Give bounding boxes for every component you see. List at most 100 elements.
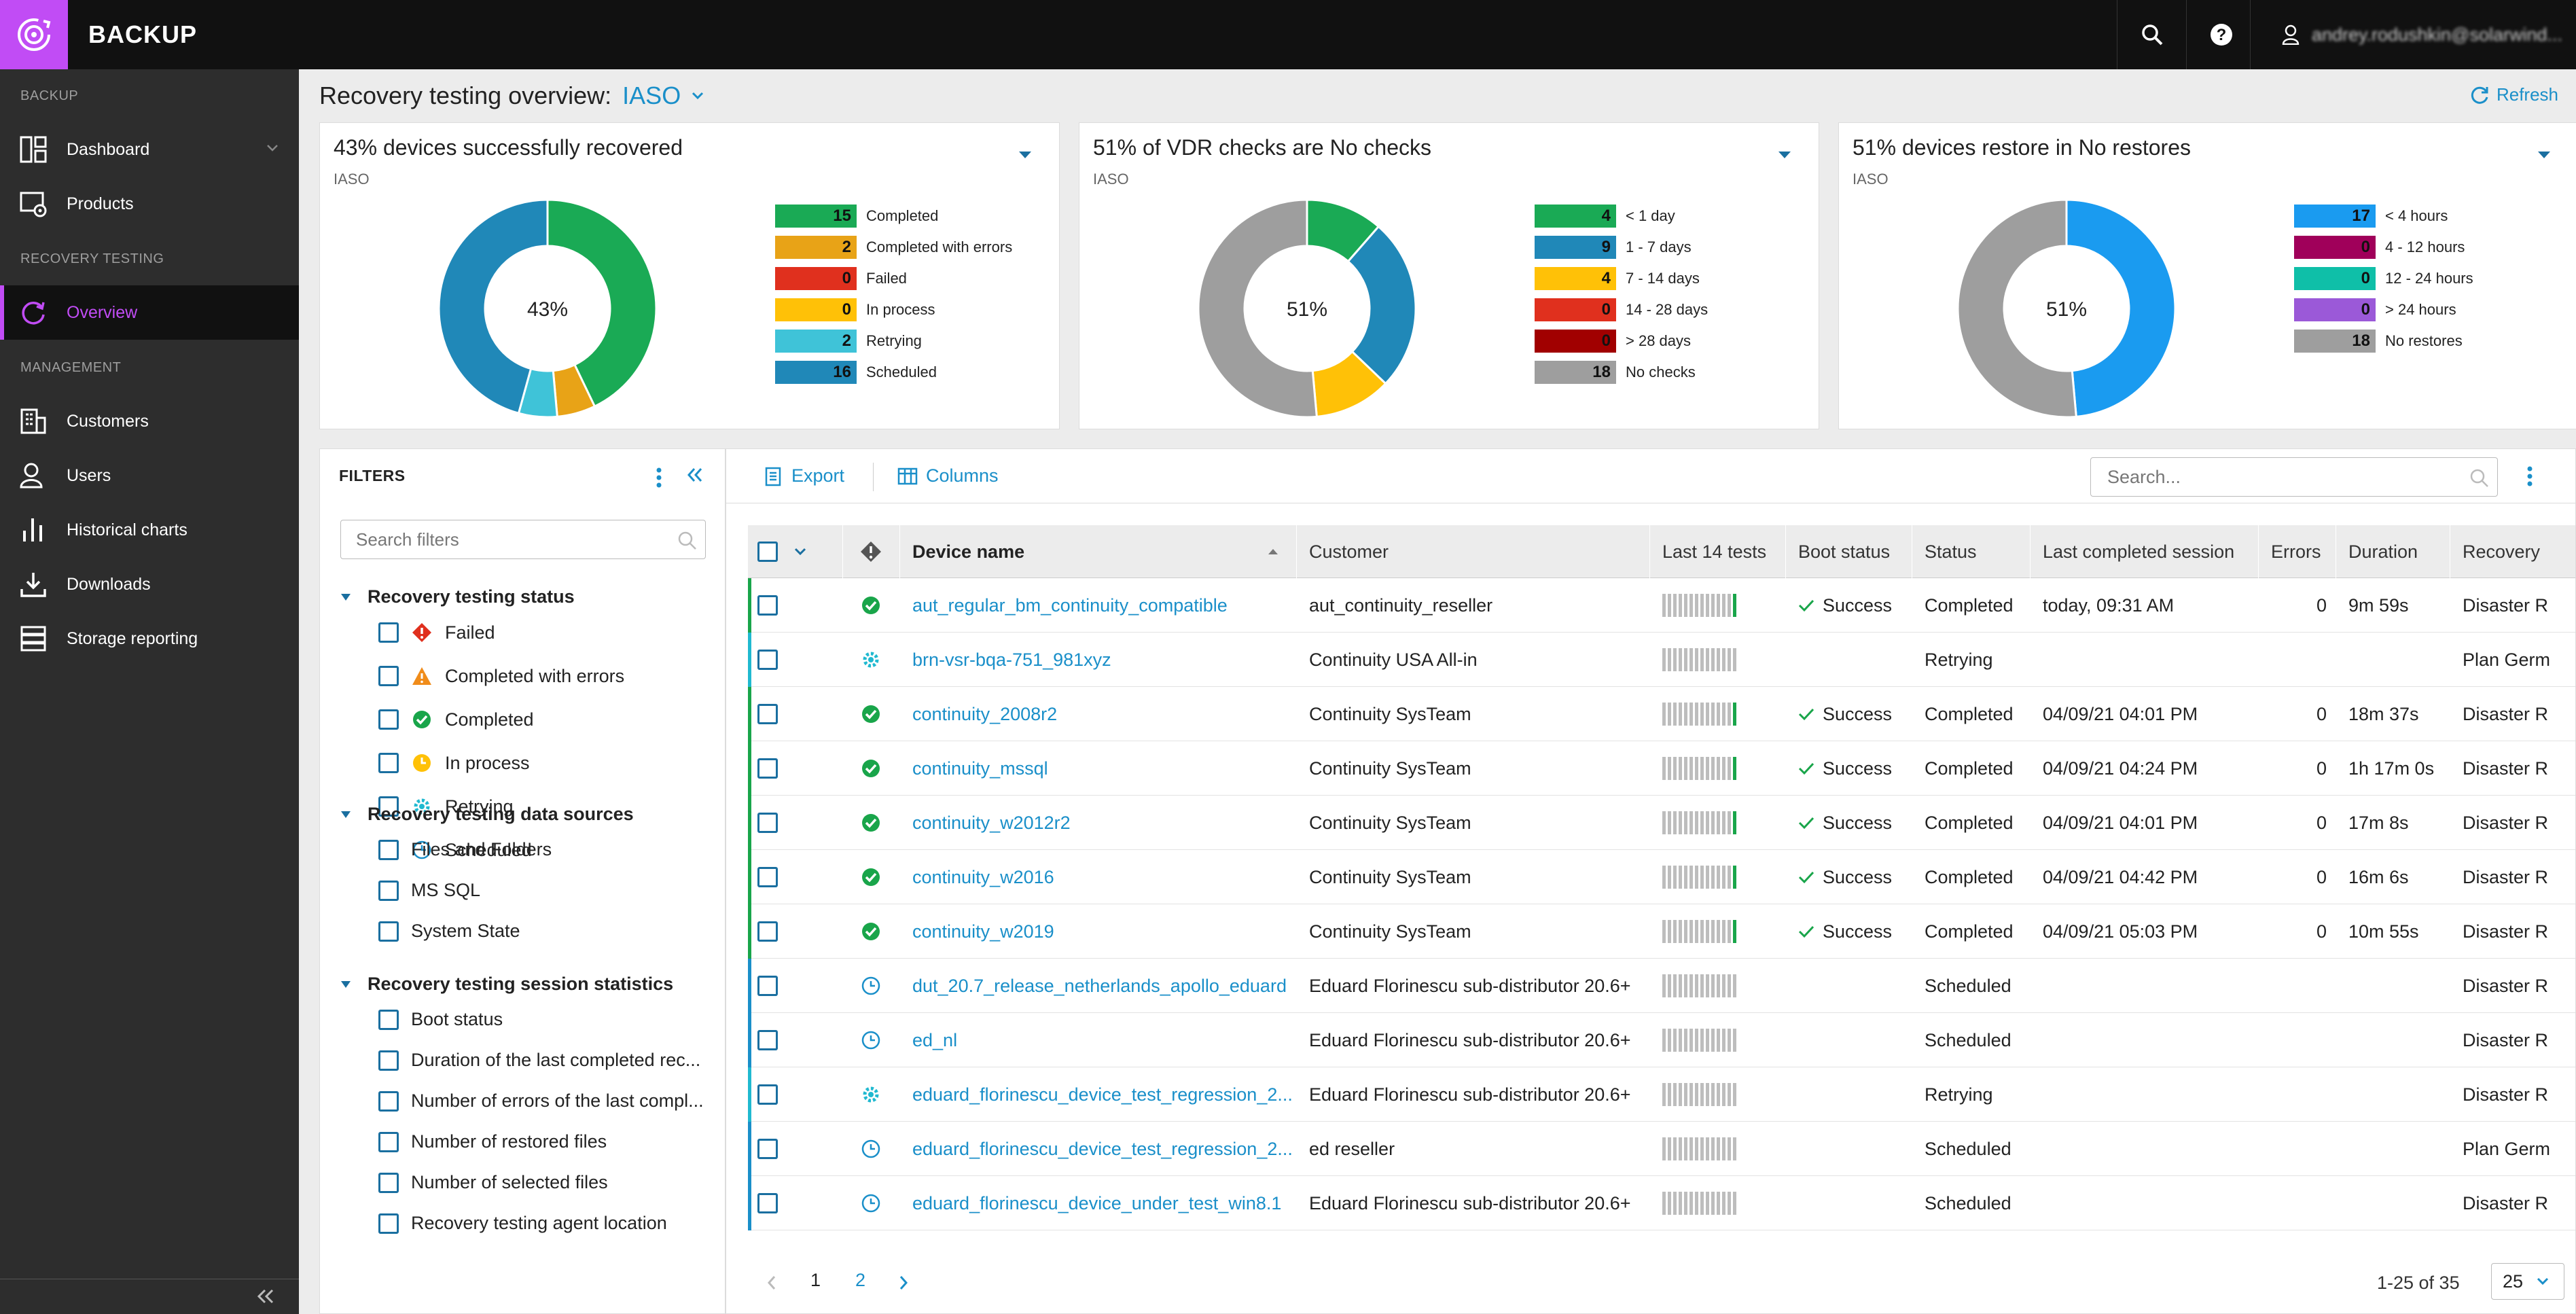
filter-checkbox[interactable] [378,839,399,860]
select-all-header[interactable] [748,525,843,578]
column-last-completed-session[interactable]: Last completed session [2031,525,2259,578]
filter-option[interactable]: Completed [378,709,534,730]
filter-option[interactable]: Recovery testing agent location [378,1213,667,1234]
device-name-link[interactable]: continuity_w2019 [912,921,1054,942]
previous-page-icon[interactable] [767,1275,776,1290]
device-name-link[interactable]: eduard_florinescu_device_test_regression… [912,1084,1293,1105]
next-page-icon[interactable] [899,1275,908,1290]
donut-slice[interactable] [2065,198,2177,418]
tenant-selector[interactable]: IASO [622,82,704,110]
filter-group[interactable]: Recovery testing session statistics [340,974,673,995]
table-row[interactable]: continuity_mssql Continuity SysTeam Succes… [748,741,2575,796]
expand-triangle-icon[interactable] [340,811,351,819]
filter-option[interactable]: Number of errors of the last compl... [378,1090,704,1112]
device-name-link[interactable]: continuity_w2016 [912,866,1054,887]
chevron-down-icon[interactable] [1778,150,1791,160]
donut-slice[interactable] [437,198,549,415]
filter-option[interactable]: System State [378,921,520,942]
table-row[interactable]: eduard_florinescu_device_test_regression… [748,1067,2575,1122]
filter-checkbox[interactable] [378,1172,399,1193]
device-name-link[interactable]: brn-vsr-bqa-751_981xyz [912,649,1111,670]
sidebar-item-storage-reporting[interactable]: Storage reporting [0,611,299,666]
page-2[interactable]: 2 [855,1270,866,1290]
grid-search-input[interactable]: Search... [2090,457,2498,497]
filter-option[interactable]: Duration of the last completed rec... [378,1050,700,1071]
row-checkbox[interactable] [757,650,778,670]
legend-item[interactable]: 0 In process [775,294,1012,325]
row-checkbox[interactable] [757,1139,778,1159]
device-name-link[interactable]: continuity_w2012r2 [912,812,1071,833]
user-menu[interactable]: andrey.rodushkin@solarwind... [2250,0,2576,69]
legend-item[interactable]: 0 > 28 days [1535,325,1708,357]
refresh-button[interactable]: Refresh [2469,84,2558,105]
table-row[interactable]: ed_nl Eduard Florinescu sub-distributor 2… [748,1013,2575,1067]
legend-item[interactable]: 4 < 1 day [1535,200,1708,232]
column-duration[interactable]: Duration [2336,525,2450,578]
filter-option[interactable]: Failed [378,622,495,643]
row-checkbox[interactable] [757,813,778,833]
sidebar-item-dashboard[interactable]: Dashboard [0,122,299,177]
page-size-select[interactable]: 25 [2491,1263,2564,1300]
legend-item[interactable]: 15 Completed [775,200,1012,232]
device-name-link[interactable]: eduard_florinescu_device_test_regression… [912,1138,1293,1159]
legend-item[interactable]: 18 No restores [2294,325,2473,357]
filter-checkbox[interactable] [378,666,399,686]
columns-button[interactable]: Columns [897,465,999,486]
legend-item[interactable]: 17 < 4 hours [2294,200,2473,232]
filter-group[interactable]: Recovery testing status [340,586,575,607]
legend-item[interactable]: 9 1 - 7 days [1535,232,1708,263]
column-customer[interactable]: Customer [1297,525,1650,578]
table-row[interactable]: aut_regular_bm_continuity_compatible aut_… [748,578,2575,633]
legend-item[interactable]: 16 Scheduled [775,357,1012,388]
legend-item[interactable]: 0 4 - 12 hours [2294,232,2473,263]
filter-option[interactable]: In process [378,752,530,774]
backup-logo-icon[interactable] [0,0,68,69]
search-button[interactable] [2117,0,2186,69]
filter-checkbox[interactable] [378,709,399,730]
filter-checkbox[interactable] [378,921,399,942]
filter-group[interactable]: Recovery testing data sources [340,804,634,825]
device-name-link[interactable]: continuity_2008r2 [912,703,1058,724]
expand-triangle-icon[interactable] [340,593,351,601]
column-status[interactable]: Status [1912,525,2031,578]
table-row[interactable]: continuity_w2019 Continuity SysTeam Succes… [748,904,2575,959]
status-column-header[interactable] [843,525,900,578]
filter-checkbox[interactable] [378,1213,399,1234]
chevron-down-icon[interactable] [2537,150,2551,160]
filters-menu-button[interactable] [656,467,662,489]
row-checkbox[interactable] [757,1193,778,1213]
row-checkbox[interactable] [757,1084,778,1105]
column-device-name[interactable]: Device name [900,525,1297,578]
sidebar-item-products[interactable]: Products [0,177,299,231]
donut-slice[interactable] [1956,198,2077,419]
table-row[interactable]: eduard_florinescu_device_test_regression… [748,1122,2575,1176]
filter-checkbox[interactable] [378,622,399,643]
donut-slice[interactable] [1197,198,1318,419]
table-row[interactable]: brn-vsr-bqa-751_981xyz Continuity USA All… [748,633,2575,687]
sidebar-item-overview[interactable]: Overview [0,285,299,340]
row-checkbox[interactable] [757,867,778,887]
row-checkbox[interactable] [757,758,778,779]
legend-item[interactable]: 18 No checks [1535,357,1708,388]
filters-search-input[interactable]: Search filters [340,520,706,559]
legend-item[interactable]: 4 7 - 14 days [1535,263,1708,294]
table-row[interactable]: eduard_florinescu_device_under_test_win8… [748,1176,2575,1230]
column-last-14-tests[interactable]: Last 14 tests [1650,525,1786,578]
donut-slice[interactable] [1346,225,1417,385]
collapse-sidebar-icon[interactable] [257,1289,274,1304]
row-checkbox[interactable] [757,976,778,996]
export-button[interactable]: Export [764,465,844,486]
filter-checkbox[interactable] [378,753,399,773]
sidebar-item-downloads[interactable]: Downloads [0,557,299,611]
chevron-down-icon[interactable] [1018,150,1032,160]
device-name-link[interactable]: dut_20.7_release_netherlands_apollo_edua… [912,975,1287,996]
help-button[interactable]: ? [2186,0,2255,69]
filter-option[interactable]: Number of selected files [378,1172,608,1193]
row-checkbox[interactable] [757,704,778,724]
filter-checkbox[interactable] [378,880,399,901]
filter-option[interactable]: MS SQL [378,880,480,901]
legend-item[interactable]: 0 14 - 28 days [1535,294,1708,325]
table-row[interactable]: dut_20.7_release_netherlands_apollo_edua… [748,959,2575,1013]
donut-slice[interactable] [546,198,658,408]
table-row[interactable]: continuity_w2016 Continuity SysTeam Succes… [748,850,2575,904]
